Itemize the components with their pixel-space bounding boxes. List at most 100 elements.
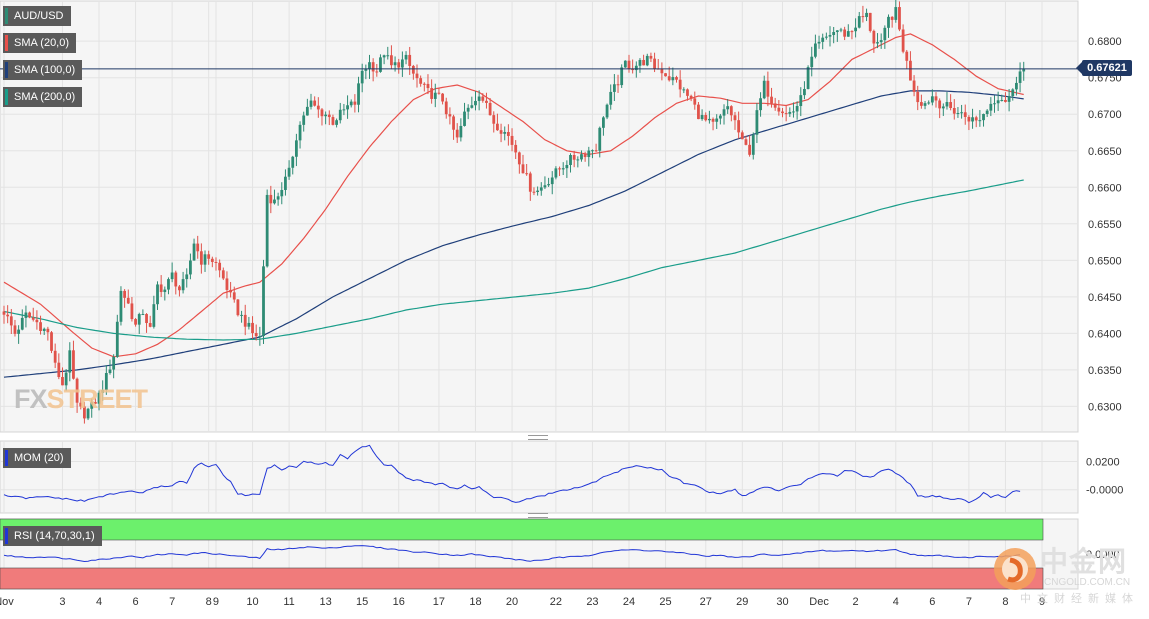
candle-body (134, 319, 137, 325)
candle-body (1011, 89, 1015, 97)
candle-body (474, 100, 477, 106)
candle-body (795, 106, 799, 112)
candle-body (444, 101, 448, 115)
candle-body (693, 98, 697, 105)
x-tick-label: 25 (659, 596, 671, 608)
candle-body (196, 243, 200, 252)
candle-body (199, 251, 203, 265)
rsi-tick-label: 0.0000 (1086, 549, 1120, 561)
candle-body (887, 16, 890, 28)
x-tick-label: 30 (776, 596, 788, 608)
candle-body (642, 59, 646, 66)
candle-body (496, 123, 499, 131)
candle-body (203, 254, 207, 265)
legend-mom-label: MOM (20) (14, 452, 64, 464)
legend-pair[interactable]: AUD/USD (3, 6, 71, 26)
candle-body (426, 83, 430, 89)
candle-body (192, 243, 196, 261)
legend-mom[interactable]: MOM (20) (3, 448, 71, 468)
candle-body (733, 115, 737, 121)
legend-sma20[interactable]: SMA (20,0) (3, 33, 77, 53)
candle-body (163, 289, 167, 293)
candle-body (189, 260, 192, 275)
candle-body (335, 120, 338, 125)
candle-body (587, 150, 591, 158)
candle-body (419, 78, 423, 84)
candle-body (17, 329, 21, 334)
candle-body (569, 155, 572, 165)
candle-body (123, 290, 127, 298)
candle-body (510, 135, 514, 145)
rsi-overbought-band (0, 518, 1044, 541)
candle-body (287, 167, 291, 177)
candle-body (148, 323, 152, 327)
candle-body (638, 59, 642, 66)
candle-body (72, 350, 75, 379)
candle-body (755, 110, 759, 135)
candle-body (360, 70, 364, 84)
candle-body (218, 262, 222, 271)
candle-body (178, 286, 181, 291)
candle-body (898, 7, 901, 30)
watermark-street: STREET (46, 384, 149, 414)
candle-body (843, 29, 847, 37)
candle-body (108, 369, 112, 373)
candle-body (477, 96, 481, 101)
candle-body (97, 392, 101, 404)
candle-body (996, 100, 1000, 104)
candle-body (561, 168, 565, 170)
candle-body (576, 159, 580, 161)
candle-body (20, 317, 24, 330)
legend-rsi[interactable]: RSI (14,70,30,1) (3, 526, 102, 546)
candle-body (993, 103, 996, 105)
candle-body (265, 194, 269, 267)
candle-body (605, 104, 609, 118)
candle-body (803, 88, 806, 96)
candle-body (104, 372, 108, 390)
candle-body (349, 101, 353, 106)
candle-body (967, 116, 971, 122)
candle-body (828, 35, 832, 37)
candle-body (433, 92, 437, 99)
x-tick-label: 18 (469, 596, 481, 608)
candle-body (273, 199, 276, 204)
candle-body (247, 322, 251, 327)
candle-body (989, 103, 993, 111)
x-tick-label: 24 (623, 596, 635, 608)
candle-body (700, 115, 704, 120)
candle-body (528, 173, 532, 192)
legend-sma100[interactable]: SMA (100,0) (3, 60, 83, 80)
candle-body (660, 68, 664, 74)
candle-body (514, 144, 518, 153)
candle-body (602, 117, 605, 128)
candle-body (686, 89, 689, 96)
candle-body (963, 112, 967, 117)
candle-body (952, 108, 956, 114)
candle-body (320, 109, 324, 117)
candle-body (207, 254, 211, 259)
candle-body (379, 57, 382, 72)
legend-sma200[interactable]: SMA (200,0) (3, 87, 83, 107)
candle-body (634, 65, 638, 71)
grid-layer (0, 1, 1078, 589)
legend-sma20-label: SMA (20,0) (14, 37, 70, 49)
x-tick-label: 17 (433, 596, 445, 608)
rsi-panel-resize-handle[interactable] (528, 513, 548, 518)
x-tick-label: 6 (133, 596, 139, 608)
candle-body (598, 127, 602, 151)
candle-body (726, 106, 730, 110)
candle-body (276, 196, 280, 200)
candle-body (86, 408, 90, 419)
x-tick-label: 15 (356, 596, 368, 608)
candle-body (876, 42, 879, 44)
x-tick-label: 10 (246, 596, 258, 608)
candle-body (298, 124, 302, 141)
sma20-line (3, 33, 1024, 358)
candle-body (488, 102, 492, 116)
candle-body (13, 325, 17, 334)
candle-body (46, 328, 50, 333)
candle-body (770, 96, 773, 104)
mom-panel-resize-handle[interactable] (528, 435, 548, 440)
candle-body (243, 314, 247, 327)
